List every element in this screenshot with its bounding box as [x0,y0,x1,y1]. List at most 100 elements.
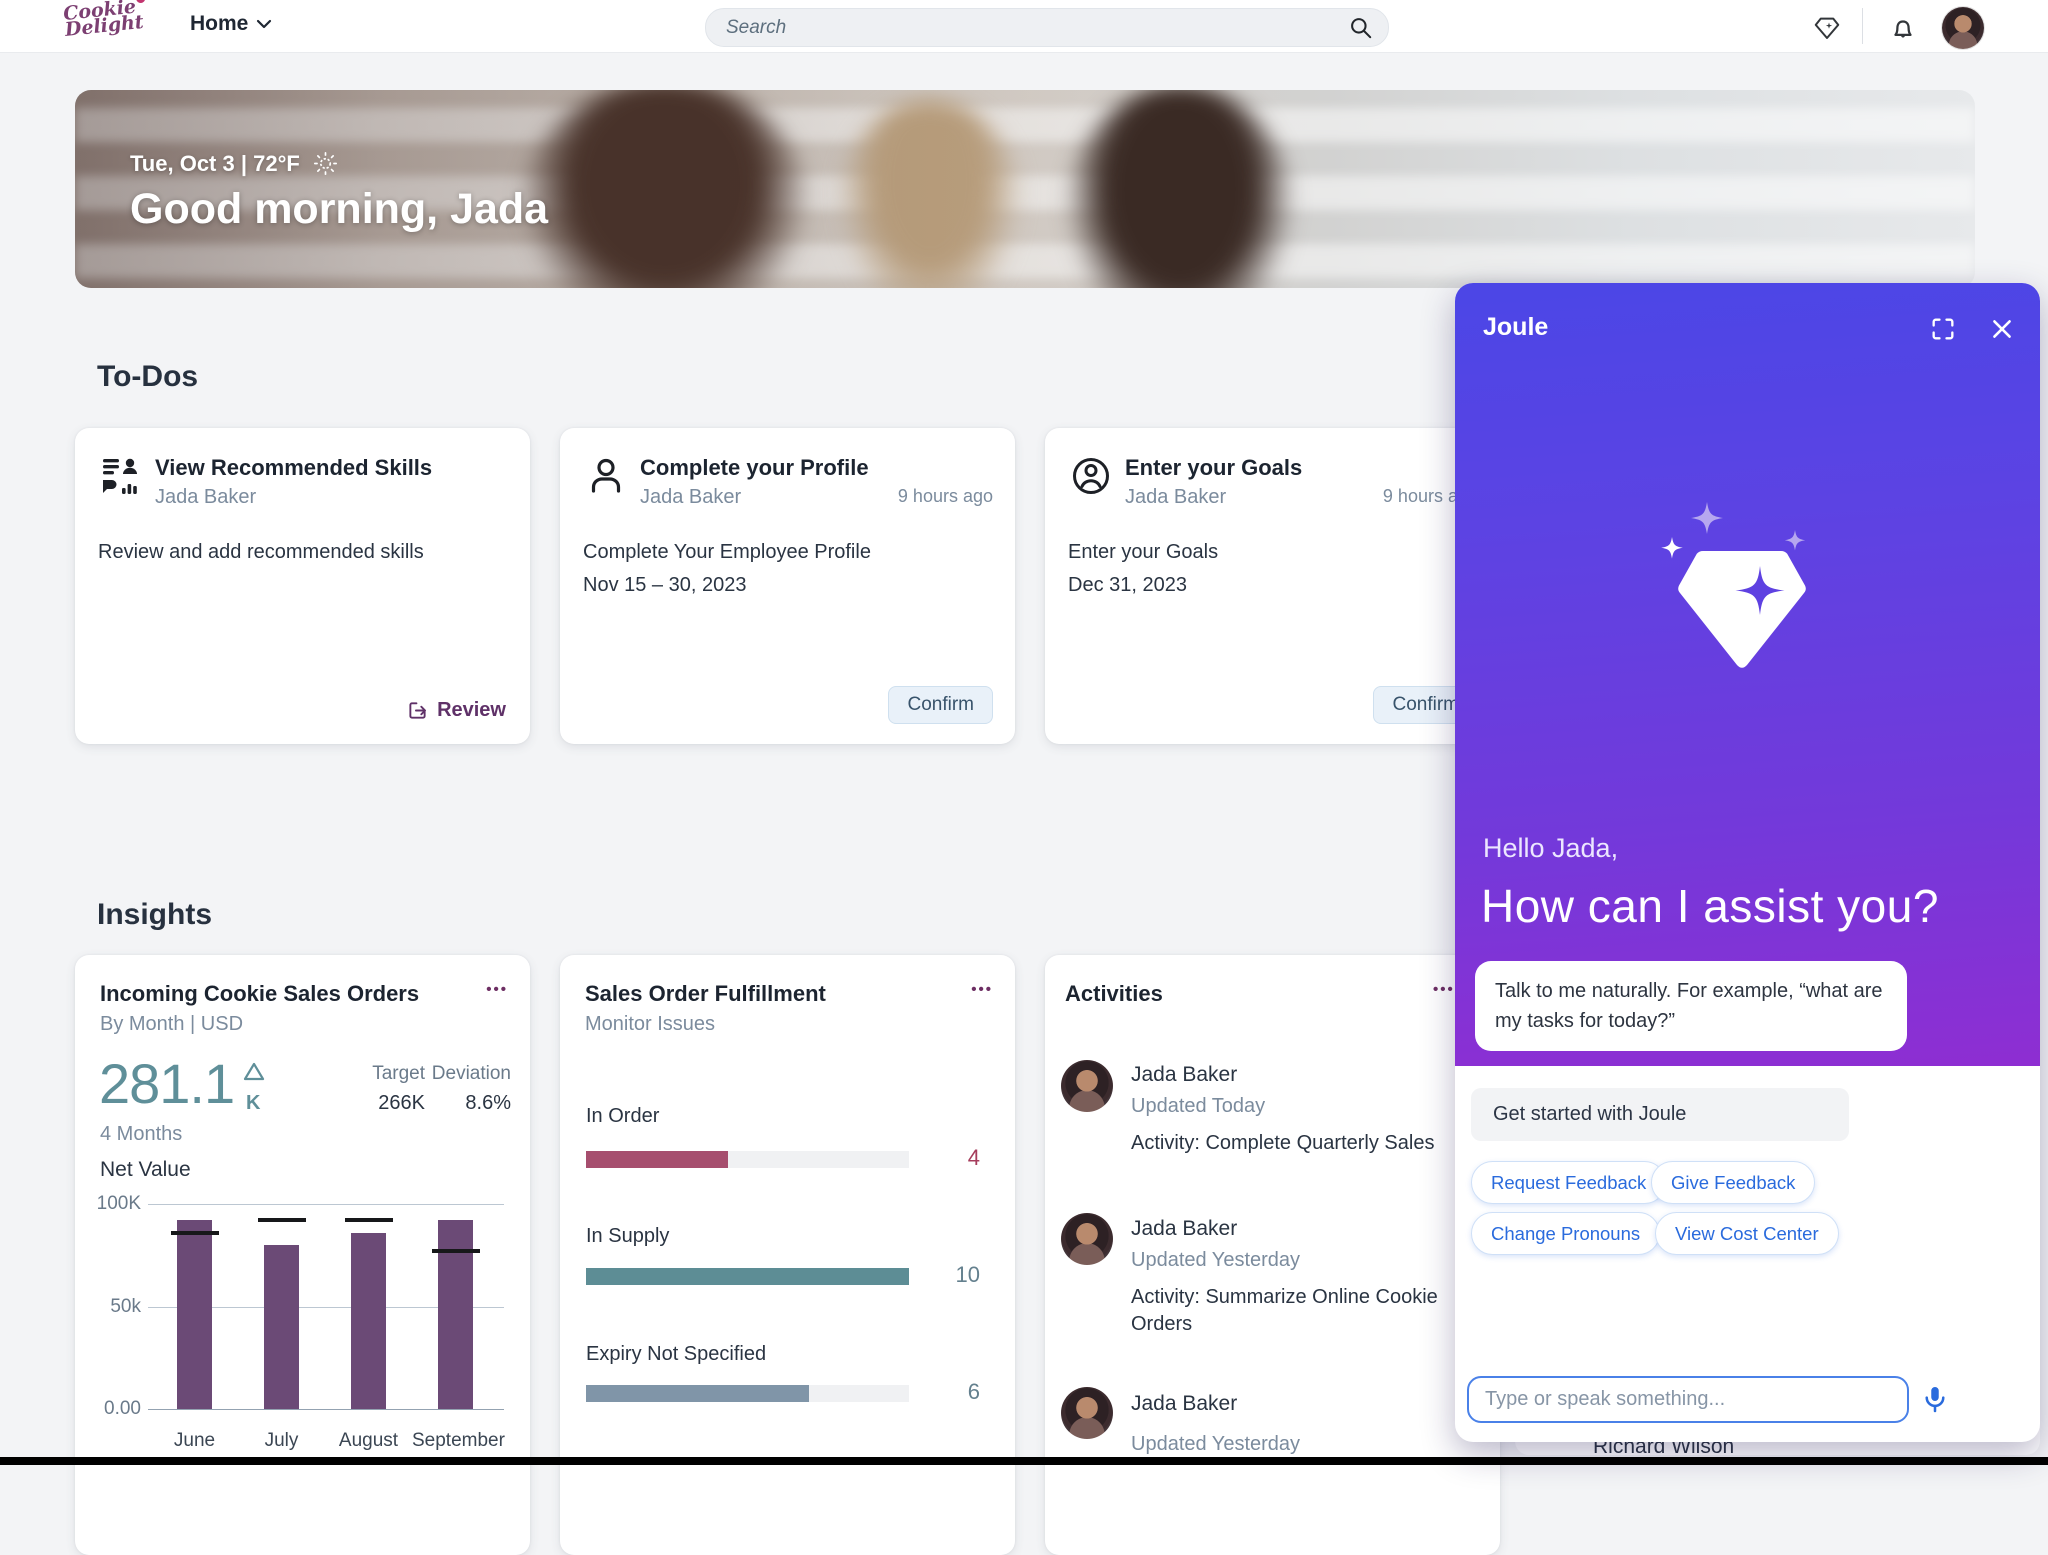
activity-text: Activity: Summarize Online Cookie Orders [1131,1286,1438,1335]
activity-person-name: Jada Baker [1131,1063,1238,1086]
sales-orders-card: Incoming Cookie Sales Orders ••• By Mont… [75,955,530,1555]
target-line-july [258,1218,306,1223]
progress-fill [586,1151,729,1168]
activities-card: Activities ••• Jada Baker Updated Today … [1045,955,1500,1555]
joule-gem-icon[interactable] [1812,13,1842,43]
confirm-button[interactable]: Confirm [888,686,993,724]
card-title: Sales Order Fulfillment [585,981,826,1006]
bar-july[interactable] [264,1245,299,1409]
y-tick-label: 100K [96,1193,141,1214]
activity-person-name: Jada Baker [1131,1392,1238,1415]
overflow-menu-button[interactable]: ••• [1433,981,1455,998]
home-label: Home [190,12,249,35]
review-button[interactable]: Review [407,699,506,722]
close-icon[interactable] [1988,315,2016,343]
todo-timestamp: 9 hours ago [1382,486,1478,506]
y-axis-ticks: 100K 50k 0.00 [75,1193,141,1419]
todo-card-complete-profile[interactable]: Complete your Profile Jada Baker 9 hours… [560,428,1015,744]
progress-fill [586,1268,909,1285]
home-menu[interactable]: Home [190,12,272,36]
row-label: In Supply [586,1225,670,1247]
chip-give-feedback[interactable]: Give Feedback [1651,1161,1816,1204]
x-axis-label: August [338,1430,399,1451]
joule-diamond-logo [1661,502,1806,668]
search-icon[interactable] [1348,15,1374,41]
todos-heading: To-Dos [97,360,199,393]
row-label: In Order [586,1105,660,1127]
kpi-period: 4 Months [100,1123,183,1145]
bell-icon[interactable] [1888,13,1918,43]
card-title: Incoming Cookie Sales Orders [100,981,420,1006]
todo-timestamp: 9 hours ago [897,486,993,506]
overflow-menu-button[interactable]: ••• [971,981,993,998]
hero-banner: Tue, Oct 3 | 72°F Good morning, Jada [75,90,1975,288]
kpi-deviation: Deviation 8.6% [431,1063,511,1115]
expand-icon[interactable] [1929,315,1957,343]
gridline [148,1409,504,1410]
card-title: Activities [1065,981,1163,1006]
search-bar[interactable] [705,8,1389,47]
bar-august[interactable] [351,1232,386,1409]
joule-panel: Joule Hello Jada, How can I assist you? … [1455,283,2040,1442]
deviation-value: 8.6% [465,1092,511,1114]
progress-fill [586,1385,809,1402]
chip-change-pronouns[interactable]: Change Pronouns [1471,1212,1661,1255]
x-axis-label: July [264,1430,299,1451]
row-value: 10 [955,1262,980,1287]
todo-title: View Recommended Skills [155,455,433,480]
todo-title: Enter your Goals [1125,455,1303,480]
row-value: 6 [967,1379,980,1404]
chip-view-cost-center[interactable]: View Cost Center [1655,1212,1839,1255]
hero-date: Tue, Oct 3 | 72°F [130,150,339,177]
todo-dates: Dec 31, 2023 [1068,574,1187,596]
cookie-delight-logo[interactable]: Cookie Delight [62,0,146,42]
screen-bottom-bar [0,1457,2048,1465]
joule-gradient-area [1455,283,2040,1066]
hero-greeting: Good morning, Jada [130,185,549,233]
x-axis-label: September [412,1430,505,1451]
logo-line-2: Delight [63,10,145,42]
progress-track [586,1268,909,1285]
chip-request-feedback[interactable]: Request Feedback [1471,1161,1667,1204]
kpi-unit: K [246,1092,261,1114]
skills-icon [103,458,137,494]
search-input[interactable] [724,15,1348,40]
kpi-target: Target 266K [343,1063,425,1115]
banner-person-3 [1065,90,1295,288]
row-label: Expiry Not Specified [586,1343,767,1365]
mic-icon[interactable] [1919,1383,1951,1415]
banner-person-1 [520,90,810,288]
activity-updated: Updated Yesterday [1131,1249,1301,1271]
overflow-menu-button[interactable]: ••• [486,981,508,998]
gridline [148,1204,504,1205]
joule-chat-input[interactable] [1483,1387,1893,1412]
insights-heading: Insights [97,898,213,931]
todo-person: Jada Baker [155,486,257,508]
todo-card-recommended-skills[interactable]: View Recommended Skills Jada Baker Revie… [75,428,530,744]
gridline [148,1306,504,1308]
joule-headline: How can I assist you? [1481,880,1939,932]
y-tick-label: 0.00 [104,1398,141,1419]
hero-date-text: Tue, Oct 3 | 72°F [130,150,300,176]
target-line-june [171,1230,219,1235]
activity-person-name: Jada Baker [1131,1217,1238,1240]
user-avatar[interactable] [1942,7,1984,49]
target-line-september [432,1249,480,1254]
fulfillment-card: Sales Order Fulfillment ••• Monitor Issu… [560,955,1015,1555]
joule-greeting: Hello Jada, [1483,833,1619,863]
kpi-value: 281.1 [99,1052,235,1115]
topbar-divider [1862,8,1863,44]
target-line-august [345,1218,393,1223]
bar-june[interactable] [177,1220,212,1409]
joule-input-wrap[interactable] [1467,1376,1909,1423]
sun-icon [313,151,337,176]
sales-orders-bar-chart: June July August September [148,1204,505,1451]
todo-description: Complete Your Employee Profile [583,541,871,563]
todo-card-enter-goals[interactable]: Enter your Goals Jada Baker 9 hours ago … [1045,428,1500,744]
activity-text: Activity: Complete Quarterly Sales [1131,1132,1435,1154]
banner-shelf [75,108,1975,142]
person-icon [591,458,621,493]
todo-description: Review and add recommended skills [98,541,424,563]
todo-person: Jada Baker [640,486,742,508]
get-started-item[interactable]: Get started with Joule [1471,1088,1849,1141]
